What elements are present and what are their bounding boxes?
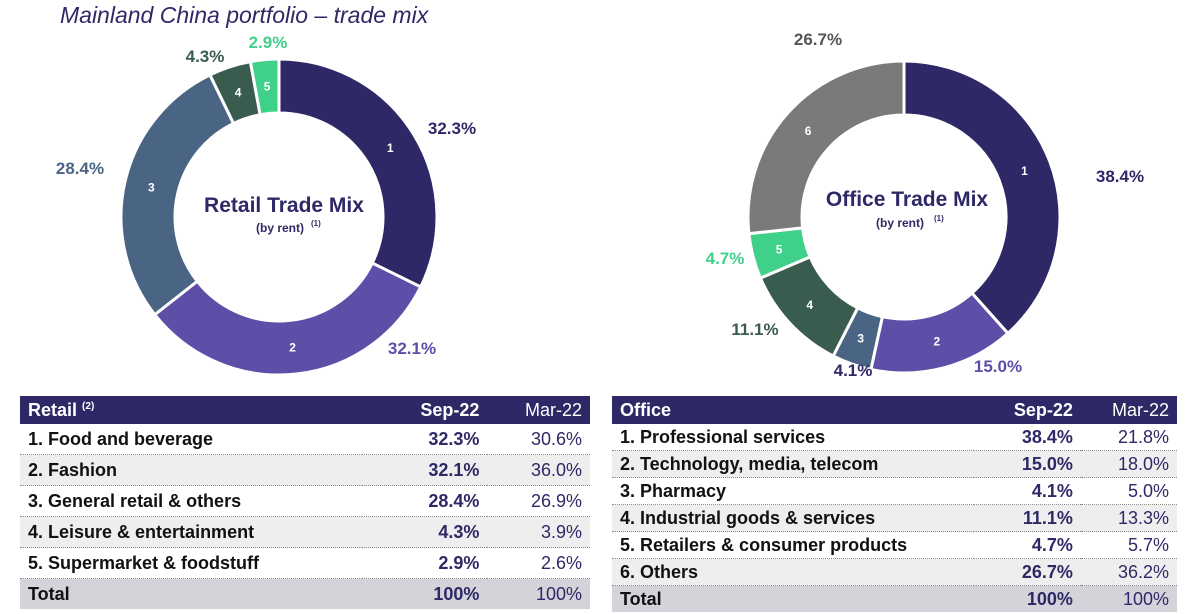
office-trade-table: Office Sep-22 Mar-22 1. Professional ser… bbox=[612, 396, 1177, 612]
office-center-title: Office Trade Mix bbox=[826, 188, 989, 211]
table-row: 4. Leisure & entertainment 4.3% 3.9% bbox=[20, 516, 590, 548]
row-name: 3. General retail & others bbox=[20, 485, 362, 517]
row-mar22: 36.0% bbox=[487, 454, 590, 486]
office-data-label-2: 15.0% bbox=[974, 357, 1022, 376]
office-center-subtitle: (by rent) bbox=[876, 216, 924, 230]
retail-segment-number-1: 1 bbox=[387, 141, 394, 155]
total-sep22: 100% bbox=[973, 585, 1081, 612]
row-mar22: 13.3% bbox=[1080, 504, 1177, 532]
retail-table-header: Retail (2) Sep-22 Mar-22 bbox=[20, 396, 590, 424]
total-label: Total bbox=[612, 585, 974, 612]
retail-segment-1 bbox=[277, 57, 439, 289]
retail-segment-number-3: 3 bbox=[148, 181, 155, 195]
row-sep22: 4.7% bbox=[973, 531, 1081, 559]
table-row: 5. Supermarket & foodstuff 2.9% 2.6% bbox=[20, 547, 590, 579]
row-name: 6. Others bbox=[612, 558, 974, 586]
retail-segment-number-2: 2 bbox=[289, 340, 296, 354]
row-sep22: 38.4% bbox=[973, 424, 1081, 451]
retail-segment-5 bbox=[248, 57, 281, 117]
row-sep22: 2.9% bbox=[362, 547, 488, 579]
retail-header-sep22: Sep-22 bbox=[362, 396, 488, 424]
row-name: 1. Professional services bbox=[612, 424, 974, 451]
row-mar22: 30.6% bbox=[487, 424, 590, 455]
row-name: 3. Pharmacy bbox=[612, 477, 974, 505]
office-segment-number-3: 3 bbox=[857, 332, 864, 346]
office-header-label: Office bbox=[612, 396, 974, 424]
retail-header-mar22: Mar-22 bbox=[487, 396, 590, 424]
office-segment-number-2: 2 bbox=[934, 335, 941, 349]
row-sep22: 32.3% bbox=[362, 424, 488, 455]
row-mar22: 5.0% bbox=[1080, 477, 1177, 505]
retail-data-label-5: 2.9% bbox=[249, 33, 288, 52]
table-row: 3. Pharmacy 4.1% 5.0% bbox=[612, 477, 1177, 505]
row-sep22: 32.1% bbox=[362, 454, 488, 486]
office-segment-1 bbox=[902, 59, 1062, 336]
office-table-header: Office Sep-22 Mar-22 bbox=[612, 396, 1177, 424]
retail-header-label: Retail (2) bbox=[20, 396, 362, 424]
table-row: 2. Fashion 32.1% 36.0% bbox=[20, 454, 590, 486]
office-data-label-1: 38.4% bbox=[1096, 167, 1144, 186]
office-segment-6 bbox=[746, 59, 906, 236]
row-sep22: 4.3% bbox=[362, 516, 488, 548]
retail-data-label-3: 28.4% bbox=[56, 159, 104, 178]
row-mar22: 18.0% bbox=[1080, 450, 1177, 478]
office-segment-number-6: 6 bbox=[805, 124, 812, 138]
row-name: 5. Retailers & consumer products bbox=[612, 531, 974, 559]
table-row: 1. Food and beverage 32.3% 30.6% bbox=[20, 424, 590, 455]
table-row: 4. Industrial goods & services 11.1% 13.… bbox=[612, 504, 1177, 532]
retail-center-subtitle: (by rent) bbox=[256, 221, 304, 235]
row-sep22: 15.0% bbox=[973, 450, 1081, 478]
retail-trade-table: Retail (2) Sep-22 Mar-22 1. Food and bev… bbox=[20, 396, 590, 609]
retail-data-label-1: 32.3% bbox=[428, 119, 476, 138]
row-mar22: 36.2% bbox=[1080, 558, 1177, 586]
retail-segment-number-4: 4 bbox=[235, 86, 242, 100]
retail-data-label-2: 32.1% bbox=[388, 339, 436, 358]
row-name: 2. Fashion bbox=[20, 454, 362, 486]
table-row: 5. Retailers & consumer products 4.7% 5.… bbox=[612, 531, 1177, 559]
total-label: Total bbox=[20, 578, 362, 609]
row-name: 4. Leisure & entertainment bbox=[20, 516, 362, 548]
table-row: 1. Professional services 38.4% 21.8% bbox=[612, 424, 1177, 451]
row-mar22: 26.9% bbox=[487, 485, 590, 517]
table-total-row: Total 100% 100% bbox=[612, 585, 1177, 612]
table-row: 6. Others 26.7% 36.2% bbox=[612, 558, 1177, 586]
retail-data-label-4: 4.3% bbox=[186, 47, 225, 66]
office-donut-chart: 1 38.4% 2 15.0% 3 4.1% 4 11.1% 5 4.7% 6 26.7% Offic… bbox=[706, 30, 1144, 380]
office-segment-number-4: 4 bbox=[806, 298, 813, 312]
table-total-row: Total 100% 100% bbox=[20, 578, 590, 609]
retail-donut-chart: 1 32.3% 2 32.1% 3 28.4% 4 4.3% 5 2.9% Retail Trad… bbox=[56, 33, 476, 377]
retail-segment-3 bbox=[119, 72, 236, 317]
row-mar22: 5.7% bbox=[1080, 531, 1177, 559]
row-name: 5. Supermarket & foodstuff bbox=[20, 547, 362, 579]
office-header-sep22: Sep-22 bbox=[973, 396, 1081, 424]
row-sep22: 11.1% bbox=[973, 504, 1081, 532]
office-data-label-4: 11.1% bbox=[731, 320, 778, 339]
retail-center-title: Retail Trade Mix bbox=[204, 194, 364, 217]
office-header-mar22: Mar-22 bbox=[1080, 396, 1177, 424]
row-name: 1. Food and beverage bbox=[20, 424, 362, 455]
row-mar22: 3.9% bbox=[487, 516, 590, 548]
row-sep22: 4.1% bbox=[973, 477, 1081, 505]
office-data-label-5: 4.7% bbox=[706, 249, 745, 268]
total-mar22: 100% bbox=[487, 578, 590, 609]
office-segment-number-5: 5 bbox=[776, 242, 783, 256]
office-segment-number-1: 1 bbox=[1021, 164, 1028, 178]
row-sep22: 26.7% bbox=[973, 558, 1081, 586]
row-sep22: 28.4% bbox=[362, 485, 488, 517]
page-title: Mainland China portfolio – trade mix bbox=[60, 2, 429, 28]
row-mar22: 21.8% bbox=[1080, 424, 1177, 451]
office-data-label-3: 4.1% bbox=[834, 361, 873, 380]
table-row: 2. Technology, media, telecom 15.0% 18.0… bbox=[612, 450, 1177, 478]
office-center-footnote: (1) bbox=[934, 214, 944, 223]
office-data-label-6: 26.7% bbox=[794, 30, 842, 49]
row-mar22: 2.6% bbox=[487, 547, 590, 579]
retail-segment-2 bbox=[152, 261, 423, 377]
row-name: 4. Industrial goods & services bbox=[612, 504, 974, 532]
table-row: 3. General retail & others 28.4% 26.9% bbox=[20, 485, 590, 517]
retail-segment-number-5: 5 bbox=[264, 80, 271, 94]
total-sep22: 100% bbox=[362, 578, 488, 609]
retail-center-footnote: (1) bbox=[311, 219, 321, 228]
total-mar22: 100% bbox=[1080, 585, 1177, 612]
row-name: 2. Technology, media, telecom bbox=[612, 450, 974, 478]
